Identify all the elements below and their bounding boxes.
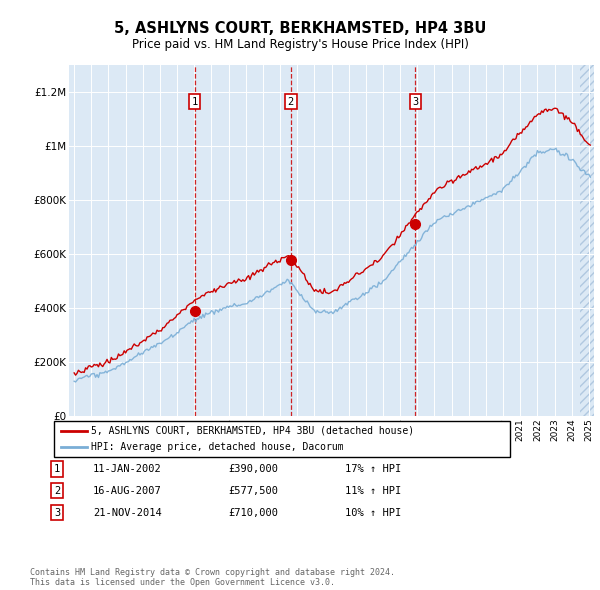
- Text: 16-AUG-2007: 16-AUG-2007: [93, 486, 162, 496]
- Text: 11-JAN-2002: 11-JAN-2002: [93, 464, 162, 474]
- Text: £390,000: £390,000: [228, 464, 278, 474]
- Text: 5, ASHLYNS COURT, BERKHAMSTED, HP4 3BU: 5, ASHLYNS COURT, BERKHAMSTED, HP4 3BU: [114, 21, 486, 35]
- Text: 2: 2: [54, 486, 60, 496]
- Text: 21-NOV-2014: 21-NOV-2014: [93, 508, 162, 517]
- Text: 1: 1: [191, 97, 198, 107]
- Text: HPI: Average price, detached house, Dacorum: HPI: Average price, detached house, Daco…: [91, 442, 344, 452]
- Text: £577,500: £577,500: [228, 486, 278, 496]
- Text: 3: 3: [412, 97, 419, 107]
- Text: Contains HM Land Registry data © Crown copyright and database right 2024.
This d: Contains HM Land Registry data © Crown c…: [30, 568, 395, 587]
- Text: 1: 1: [54, 464, 60, 474]
- Text: 17% ↑ HPI: 17% ↑ HPI: [345, 464, 401, 474]
- Text: £710,000: £710,000: [228, 508, 278, 517]
- Text: Price paid vs. HM Land Registry's House Price Index (HPI): Price paid vs. HM Land Registry's House …: [131, 38, 469, 51]
- Text: 5, ASHLYNS COURT, BERKHAMSTED, HP4 3BU (detached house): 5, ASHLYNS COURT, BERKHAMSTED, HP4 3BU (…: [91, 426, 415, 436]
- Text: 2: 2: [288, 97, 294, 107]
- Text: 10% ↑ HPI: 10% ↑ HPI: [345, 508, 401, 517]
- Text: 11% ↑ HPI: 11% ↑ HPI: [345, 486, 401, 496]
- Text: 3: 3: [54, 508, 60, 517]
